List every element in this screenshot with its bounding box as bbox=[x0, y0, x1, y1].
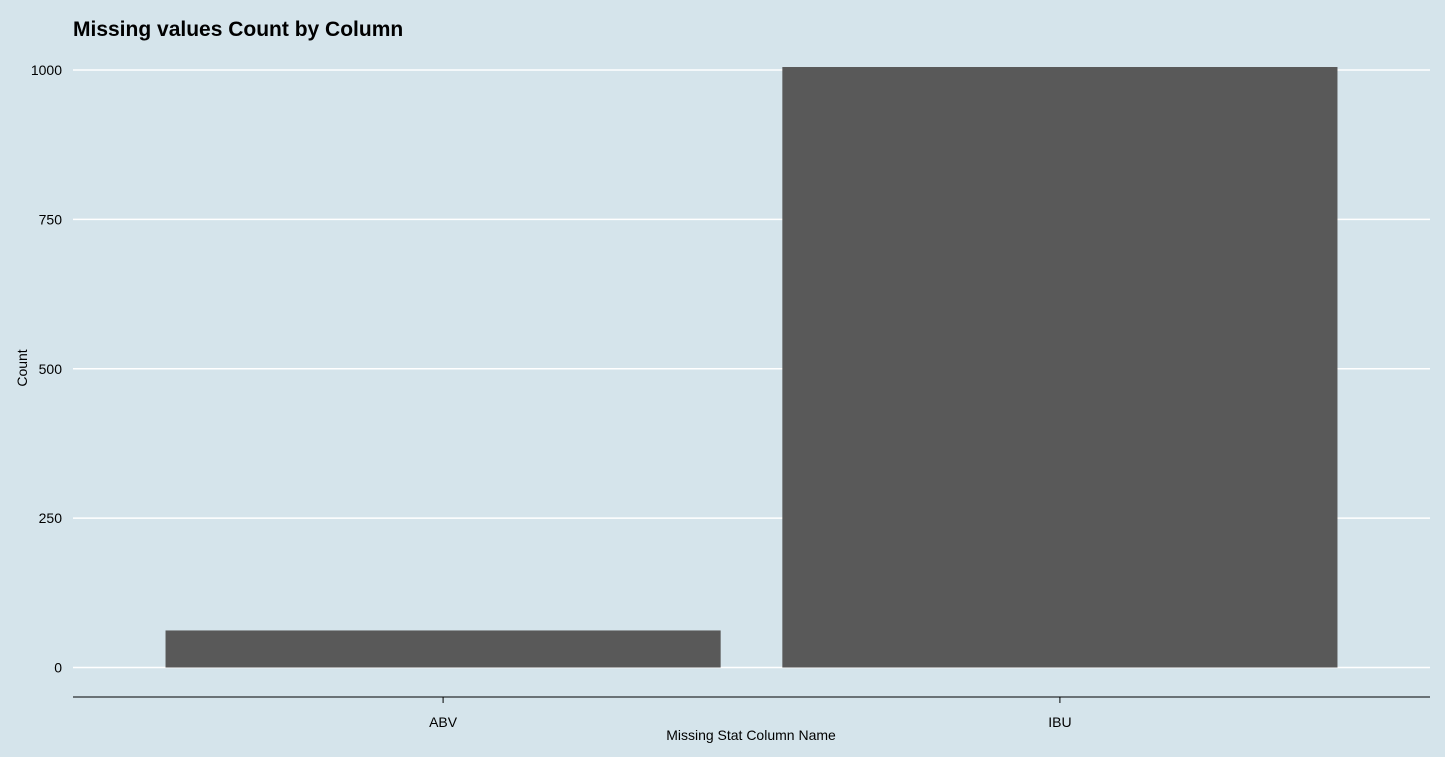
y-axis-title: Count bbox=[14, 349, 30, 386]
x-tick-label: IBU bbox=[1048, 714, 1071, 730]
x-tick-label: ABV bbox=[429, 714, 458, 730]
y-tick-label: 0 bbox=[54, 660, 62, 676]
y-axis-ticks: 0 250 500 750 1000 bbox=[31, 62, 62, 676]
bars bbox=[165, 67, 1338, 668]
x-axis-ticks: ABV IBU bbox=[429, 697, 1072, 730]
bar-abv bbox=[165, 630, 721, 668]
bar-ibu bbox=[782, 67, 1338, 668]
y-tick-label: 750 bbox=[39, 211, 63, 227]
x-axis-title: Missing Stat Column Name bbox=[666, 727, 836, 743]
y-tick-label: 250 bbox=[39, 510, 63, 526]
y-tick-label: 500 bbox=[39, 361, 63, 377]
chart-title: Missing values Count by Column bbox=[73, 18, 403, 41]
y-tick-label: 1000 bbox=[31, 62, 62, 78]
